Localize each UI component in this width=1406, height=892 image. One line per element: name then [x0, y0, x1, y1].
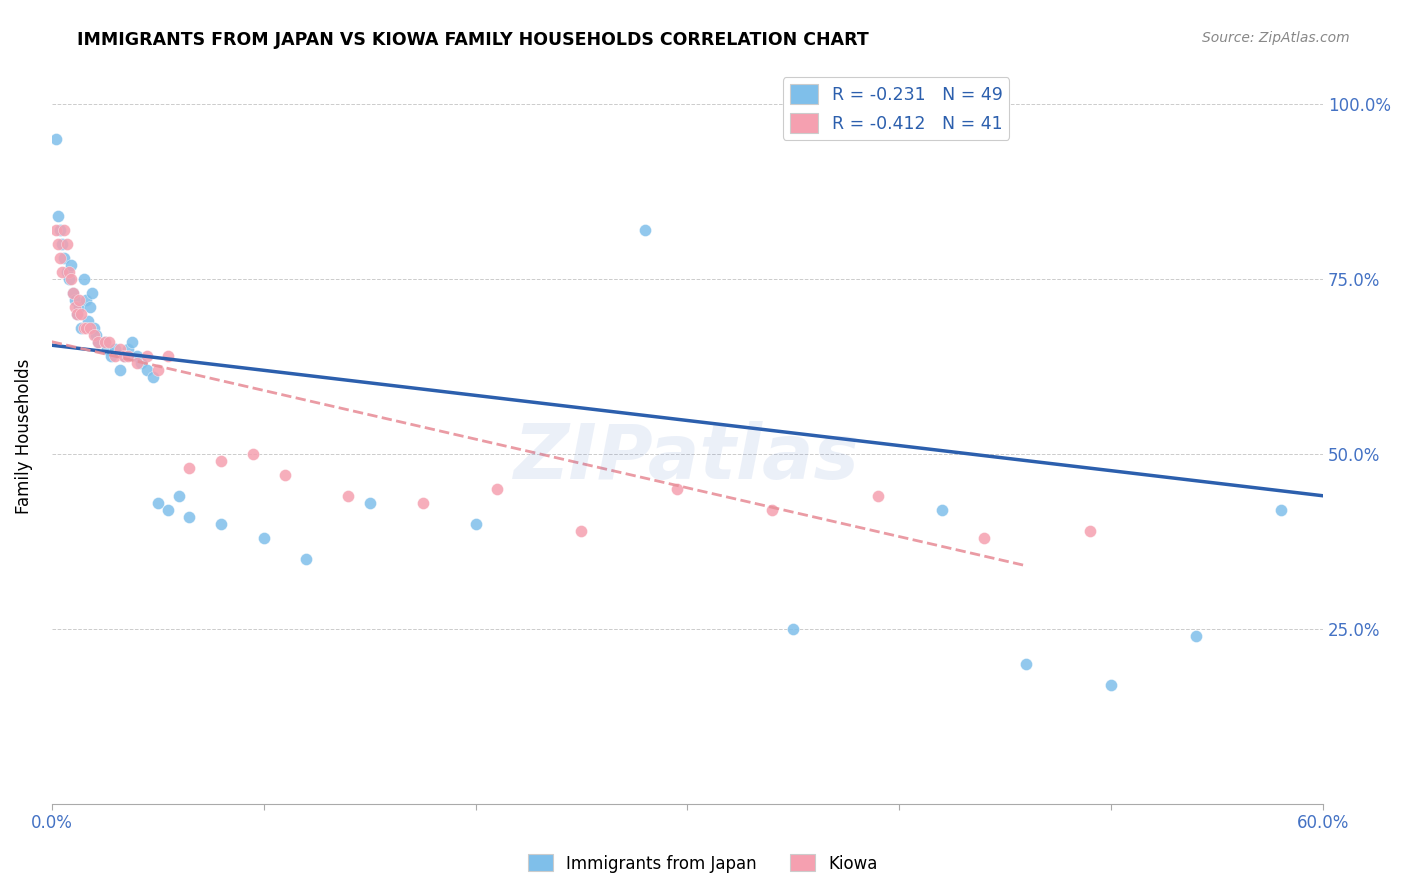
Point [121, 334, 143, 349]
Point [464, 516, 486, 531]
Point [53, 222, 76, 236]
Point [1078, 524, 1101, 538]
Point [142, 369, 165, 384]
Point [55, 236, 77, 251]
Legend: R = -0.231   N = 49, R = -0.412   N = 41: R = -0.231 N = 49, R = -0.412 N = 41 [783, 78, 1010, 140]
Point [97, 334, 120, 349]
Point [242, 447, 264, 461]
Point [79, 300, 101, 314]
Point [146, 362, 169, 376]
Point [63, 293, 86, 307]
Point [70, 320, 93, 334]
Point [295, 551, 318, 566]
Point [58, 271, 80, 285]
Point [571, 524, 593, 538]
Point [59, 271, 82, 285]
Point [46, 209, 69, 223]
Point [72, 320, 94, 334]
Point [253, 531, 276, 545]
Point [87, 334, 110, 349]
Point [973, 531, 995, 545]
Point [66, 307, 89, 321]
Point [146, 496, 169, 510]
Point [117, 342, 139, 356]
Point [83, 327, 105, 342]
Point [209, 516, 232, 531]
Point [108, 362, 131, 376]
Point [412, 496, 434, 510]
Point [55, 265, 77, 279]
Point [359, 496, 381, 510]
Point [157, 503, 180, 517]
Text: IMMIGRANTS FROM JAPAN VS KIOWA FAMILY HOUSEHOLDS CORRELATION CHART: IMMIGRANTS FROM JAPAN VS KIOWA FAMILY HO… [77, 31, 869, 49]
Point [53, 251, 76, 265]
Point [125, 356, 148, 370]
Point [76, 314, 98, 328]
Legend: Immigrants from Japan, Kiowa: Immigrants from Japan, Kiowa [522, 847, 884, 880]
Point [66, 307, 89, 321]
Point [782, 622, 804, 636]
Point [49, 222, 72, 236]
Point [49, 251, 72, 265]
Point [67, 293, 90, 307]
Point [93, 334, 115, 349]
Point [75, 320, 97, 334]
Point [70, 307, 93, 321]
Point [51, 236, 73, 251]
Point [75, 293, 97, 307]
Point [112, 349, 135, 363]
Point [136, 349, 159, 363]
Point [157, 349, 180, 363]
Point [83, 320, 105, 334]
Point [125, 349, 148, 363]
Point [59, 258, 82, 272]
Point [67, 300, 90, 314]
Y-axis label: Family Households: Family Households [15, 359, 32, 514]
Point [274, 467, 297, 482]
Point [868, 489, 890, 503]
Point [104, 349, 127, 363]
Point [209, 454, 232, 468]
Point [485, 482, 508, 496]
Point [761, 503, 783, 517]
Point [84, 327, 107, 342]
Point [62, 285, 84, 300]
Point [100, 349, 122, 363]
Text: ZIPatlas: ZIPatlas [515, 421, 860, 495]
Point [179, 509, 201, 524]
Point [87, 334, 110, 349]
Point [45, 222, 67, 236]
Point [51, 265, 73, 279]
Point [337, 489, 360, 503]
Point [72, 271, 94, 285]
Point [179, 460, 201, 475]
Point [63, 300, 86, 314]
Point [96, 342, 118, 356]
Point [634, 222, 657, 236]
Point [129, 356, 152, 370]
Point [117, 349, 139, 363]
Point [104, 342, 127, 356]
Point [58, 265, 80, 279]
Point [108, 342, 131, 356]
Point [80, 285, 103, 300]
Point [1099, 678, 1122, 692]
Text: Source: ZipAtlas.com: Source: ZipAtlas.com [1202, 31, 1350, 45]
Point [665, 482, 688, 496]
Point [931, 503, 953, 517]
Point [45, 131, 67, 145]
Point [1185, 629, 1208, 643]
Point [1270, 503, 1292, 517]
Point [79, 320, 101, 334]
Point [1015, 657, 1038, 671]
Point [136, 362, 159, 376]
Point [46, 236, 69, 251]
Point [62, 285, 84, 300]
Point [93, 334, 115, 349]
Point [112, 349, 135, 363]
Point [167, 489, 190, 503]
